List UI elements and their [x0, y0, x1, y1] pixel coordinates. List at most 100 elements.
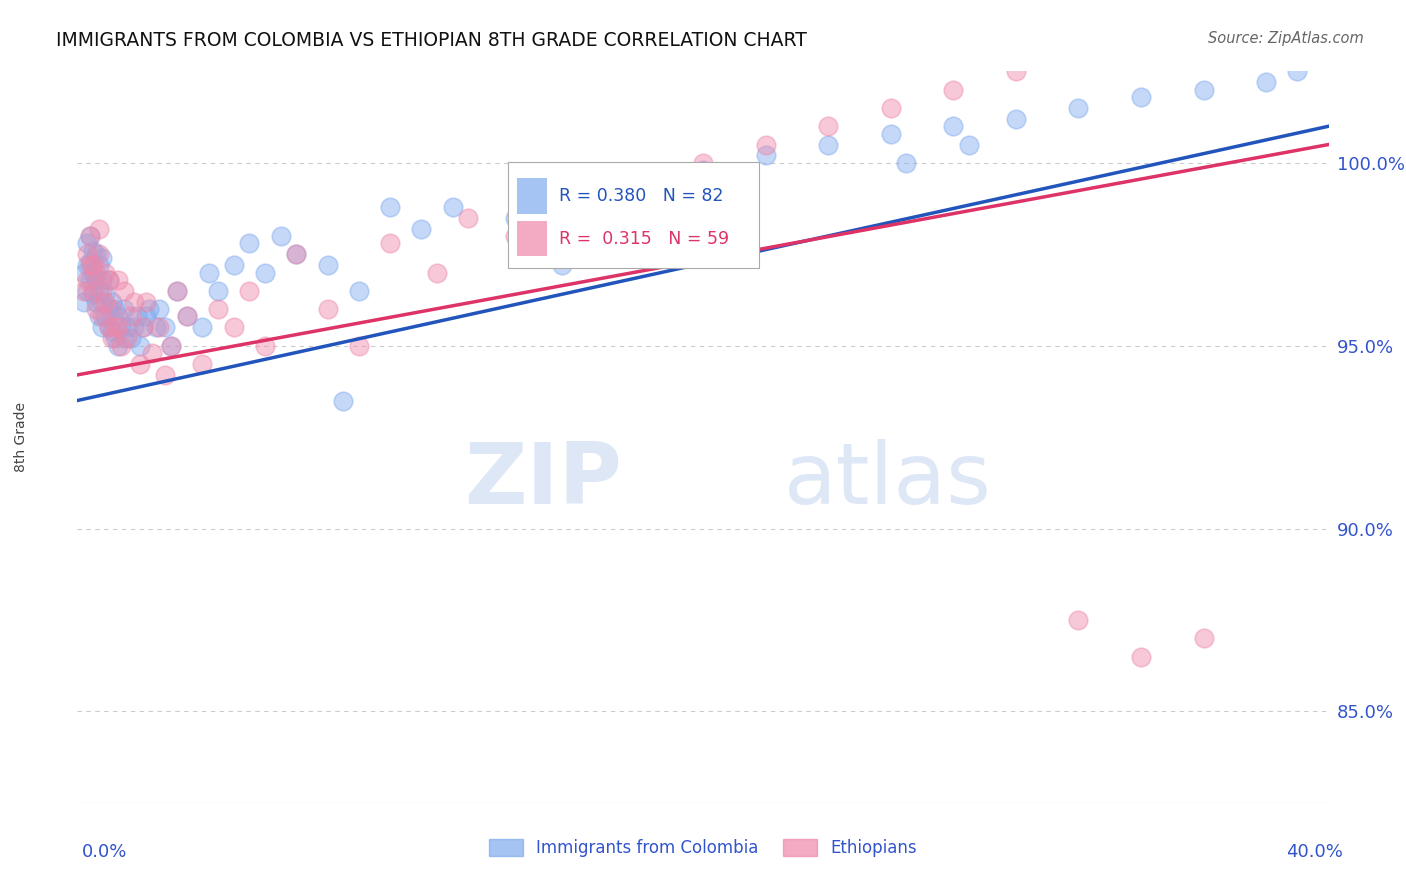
Point — [91, 284, 114, 298]
Point — [122, 320, 145, 334]
Point — [79, 228, 101, 243]
Point — [94, 310, 117, 324]
Text: 0.0%: 0.0% — [82, 843, 127, 861]
Point — [79, 273, 101, 287]
Point — [91, 320, 114, 334]
Point — [97, 301, 120, 317]
Point — [1129, 649, 1152, 664]
Point — [120, 331, 142, 345]
Point — [89, 284, 111, 298]
Point — [880, 127, 903, 141]
Point — [125, 310, 148, 324]
Text: R =  0.315   N = 59: R = 0.315 N = 59 — [558, 229, 728, 248]
Point — [426, 265, 449, 279]
Point — [197, 265, 219, 279]
Point — [94, 265, 117, 279]
Point — [1192, 632, 1215, 646]
Point — [285, 247, 308, 261]
Point — [176, 310, 198, 324]
Point — [107, 310, 129, 324]
Point — [91, 251, 114, 265]
Point — [316, 258, 339, 272]
Point — [120, 310, 142, 324]
Point — [132, 320, 155, 334]
Point — [957, 137, 980, 152]
Point — [84, 247, 107, 261]
Point — [112, 301, 135, 317]
Point — [91, 294, 114, 309]
Point — [84, 301, 107, 317]
Point — [104, 301, 127, 317]
Point — [107, 320, 129, 334]
Point — [1004, 64, 1026, 78]
Point — [79, 228, 101, 243]
Point — [138, 301, 160, 317]
Point — [1129, 90, 1152, 104]
Point — [270, 228, 292, 243]
Point — [253, 265, 276, 279]
Point — [100, 294, 122, 309]
Point — [145, 320, 167, 334]
Point — [191, 320, 214, 334]
Point — [104, 331, 127, 345]
Text: Source: ZipAtlas.com: Source: ZipAtlas.com — [1208, 31, 1364, 46]
Point — [166, 284, 188, 298]
Point — [378, 236, 402, 251]
Point — [84, 273, 107, 287]
Point — [153, 368, 176, 382]
Point — [160, 339, 183, 353]
Point — [117, 331, 139, 345]
Point — [97, 320, 120, 334]
Point — [1067, 101, 1090, 115]
Point — [630, 174, 652, 188]
Point — [135, 294, 157, 309]
Point — [692, 163, 714, 178]
Point — [76, 273, 98, 287]
Point — [129, 357, 152, 371]
Point — [132, 320, 155, 334]
Point — [100, 324, 122, 338]
Point — [148, 320, 170, 334]
Point — [89, 258, 111, 272]
Point — [110, 339, 132, 353]
Point — [76, 284, 98, 298]
Point — [441, 200, 464, 214]
Point — [253, 339, 276, 353]
Text: IMMIGRANTS FROM COLOMBIA VS ETHIOPIAN 8TH GRADE CORRELATION CHART: IMMIGRANTS FROM COLOMBIA VS ETHIOPIAN 8T… — [56, 31, 807, 50]
Legend: Immigrants from Colombia, Ethiopians: Immigrants from Colombia, Ethiopians — [482, 832, 924, 864]
Text: atlas: atlas — [785, 440, 993, 523]
Point — [411, 221, 433, 235]
Point — [72, 265, 94, 279]
Point — [89, 310, 111, 324]
Point — [84, 294, 107, 309]
Point — [222, 320, 245, 334]
Point — [100, 301, 122, 317]
Point — [817, 137, 839, 152]
Point — [1067, 613, 1090, 627]
Point — [567, 193, 589, 207]
Point — [72, 294, 94, 309]
Point — [222, 258, 245, 272]
Point — [942, 119, 965, 133]
Point — [285, 247, 308, 261]
Point — [1302, 54, 1324, 68]
Point — [207, 284, 229, 298]
Point — [153, 320, 176, 334]
Point — [79, 258, 101, 272]
Point — [567, 193, 589, 207]
Point — [129, 339, 152, 353]
Point — [503, 228, 526, 243]
Point — [76, 258, 98, 272]
Point — [91, 310, 114, 324]
Point — [141, 346, 163, 360]
Point — [107, 273, 129, 287]
Point — [82, 284, 104, 298]
Point — [1192, 83, 1215, 97]
Point — [97, 320, 120, 334]
Text: R = 0.380   N = 82: R = 0.380 N = 82 — [558, 187, 723, 205]
Point — [238, 284, 260, 298]
Point — [1004, 112, 1026, 126]
Point — [110, 320, 132, 334]
Point — [1254, 75, 1277, 89]
Point — [91, 273, 114, 287]
